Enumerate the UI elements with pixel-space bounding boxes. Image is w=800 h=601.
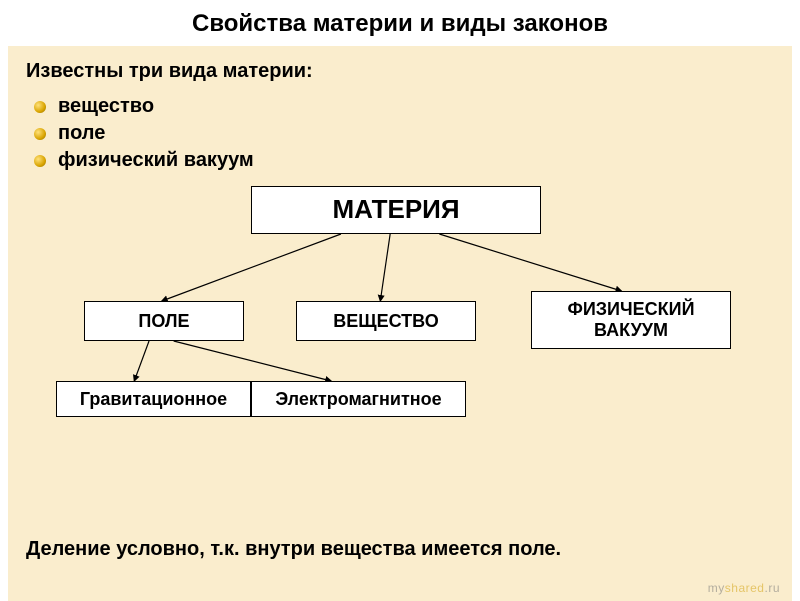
node-vacuum: ФИЗИЧЕСКИЙ ВАКУУМ bbox=[531, 291, 731, 349]
page-title: Свойства материи и виды законов bbox=[192, 10, 608, 37]
bullet-icon bbox=[34, 128, 46, 140]
watermark-suffix: shared bbox=[725, 581, 765, 595]
bullet-label: вещество bbox=[58, 95, 154, 118]
edge bbox=[162, 234, 341, 301]
intro-text: Известны три вида материи: bbox=[26, 60, 774, 83]
node-field: ПОЛЕ bbox=[84, 301, 244, 341]
bullet-icon bbox=[34, 155, 46, 167]
content-area: Известны три вида материи: вещество поле… bbox=[8, 46, 792, 601]
footer-text: Деление условно, т.к. внутри вещества им… bbox=[26, 538, 561, 561]
edge bbox=[380, 234, 390, 301]
list-item: физический вакуум bbox=[34, 147, 774, 174]
edge bbox=[134, 341, 149, 381]
watermark-tld: .ru bbox=[764, 581, 780, 595]
bullet-label: физический вакуум bbox=[58, 149, 254, 172]
bullet-label: поле bbox=[58, 122, 105, 145]
node-grav: Гравитационное bbox=[56, 381, 251, 417]
bullet-icon bbox=[34, 101, 46, 113]
watermark: myshared.ru bbox=[708, 581, 780, 595]
node-em: Электромагнитное bbox=[251, 381, 466, 417]
watermark-prefix: my bbox=[708, 581, 725, 595]
bullet-list: вещество поле физический вакуум bbox=[34, 93, 774, 174]
edge bbox=[439, 234, 621, 291]
diagram: МАТЕРИЯ ПОЛЕ ВЕЩЕСТВО ФИЗИЧЕСКИЙ ВАКУУМ Грав… bbox=[26, 186, 774, 486]
node-matter: ВЕЩЕСТВО bbox=[296, 301, 476, 341]
list-item: вещество bbox=[34, 93, 774, 120]
list-item: поле bbox=[34, 120, 774, 147]
edge bbox=[174, 341, 331, 381]
node-root: МАТЕРИЯ bbox=[251, 186, 541, 234]
